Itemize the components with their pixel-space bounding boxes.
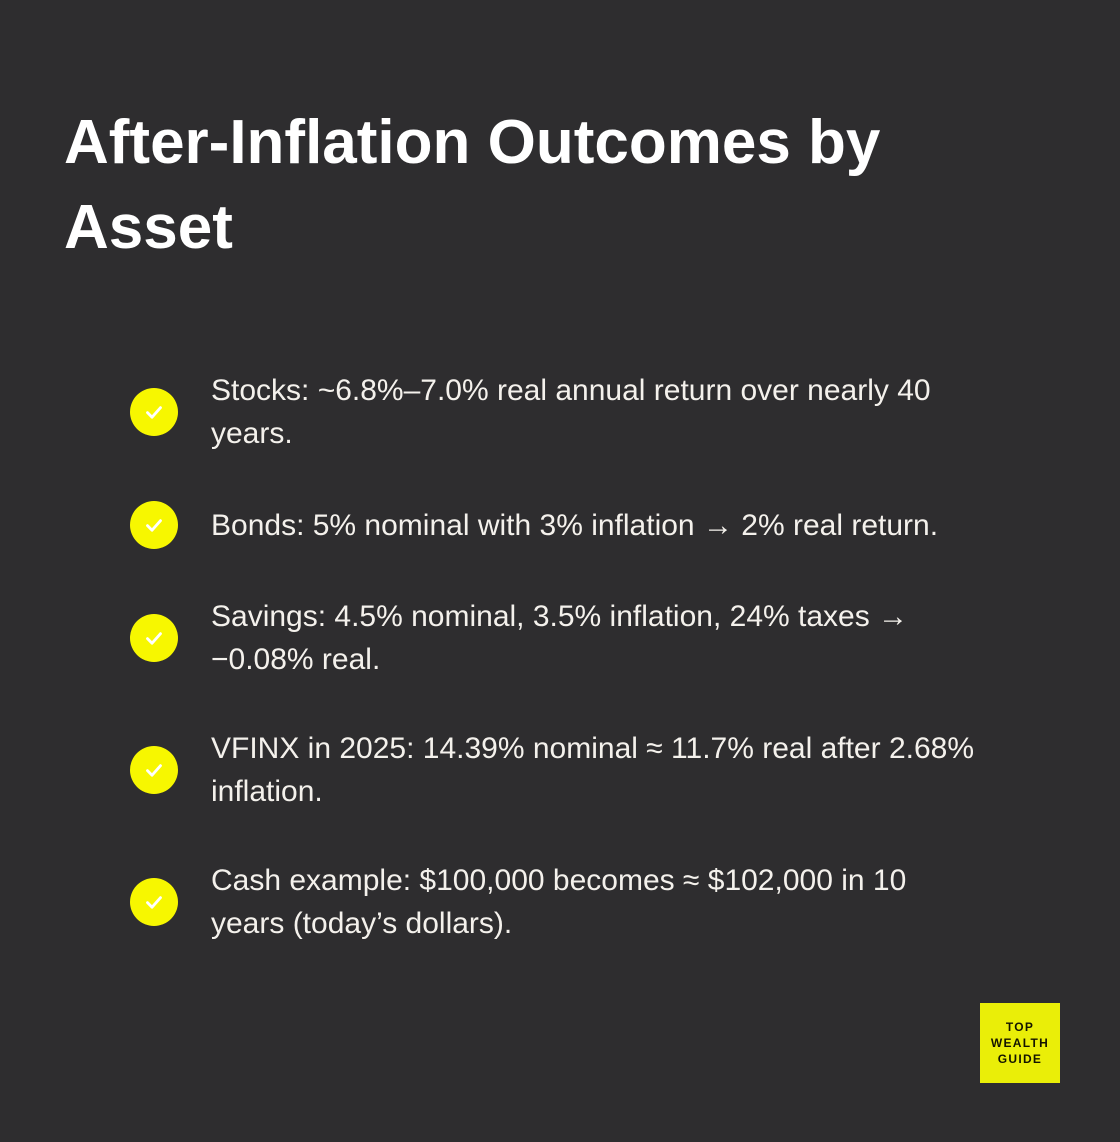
check-icon [130,878,178,926]
list-item: Cash example: $100,000 becomes ≈ $102,00… [130,859,979,945]
check-icon [130,501,178,549]
bullet-text: Stocks: ~6.8%–7.0% real annual return ov… [211,374,931,450]
logo-line: TOP [1005,1020,1035,1034]
brand-logo-badge: TOP WEALTH GUIDE [980,1003,1060,1083]
check-icon [130,388,178,436]
page-title: After-Inflation Outcomes by Asset [64,108,881,262]
logo-line: WEALTH [990,1036,1050,1050]
check-icon [130,614,178,662]
list-item: Savings: 4.5% nominal, 3.5% inflation, 2… [130,595,979,681]
list-item: Stocks: ~6.8%–7.0% real annual return ov… [130,369,979,455]
check-icon [130,746,178,794]
logo-line: GUIDE [997,1052,1043,1066]
bullet-text: Cash example: $100,000 becomes ≈ $102,00… [211,864,907,940]
bullet-text: Bonds: 5% nominal with 3% inflation → 2%… [211,508,939,542]
list-item: Bonds: 5% nominal with 3% inflation → 2%… [130,501,979,549]
bullet-list: Stocks: ~6.8%–7.0% real annual return ov… [130,369,979,991]
list-item: VFINX in 2025: 14.39% nominal ≈ 11.7% re… [130,727,979,813]
bullet-text: VFINX in 2025: 14.39% nominal ≈ 11.7% re… [211,732,975,808]
bullet-text: Savings: 4.5% nominal, 3.5% inflation, 2… [211,600,909,676]
